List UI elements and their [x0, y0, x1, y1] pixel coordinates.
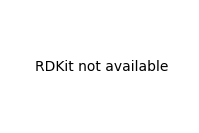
- Text: RDKit not available: RDKit not available: [35, 60, 169, 74]
